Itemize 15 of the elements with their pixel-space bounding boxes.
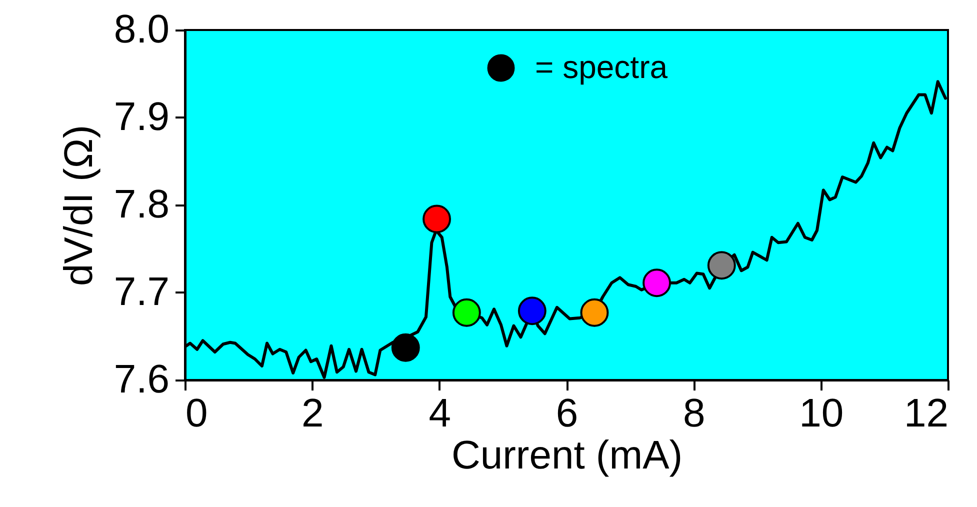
- y-tick-label: 7.7: [114, 270, 170, 314]
- x-tick-label: 2: [302, 392, 324, 436]
- x-tick-label: 8: [683, 392, 706, 436]
- y-tick-label: 8.0: [114, 8, 170, 52]
- y-tick-label: 7.6: [114, 358, 170, 402]
- x-tick-label: 12: [904, 392, 948, 436]
- x-tick-label: 4: [428, 392, 451, 436]
- y-tick-label: 7.8: [114, 182, 170, 226]
- y-tick-label: 7.9: [114, 95, 170, 139]
- x-tick-label: 10: [799, 392, 844, 436]
- legend-label: = spectra: [535, 49, 668, 85]
- x-tick-label: 0: [186, 392, 208, 436]
- x-tick-label: 6: [556, 392, 578, 436]
- x-axis-title: Current (mA): [451, 434, 683, 478]
- y-axis-title: dV/dI (Ω): [56, 124, 101, 286]
